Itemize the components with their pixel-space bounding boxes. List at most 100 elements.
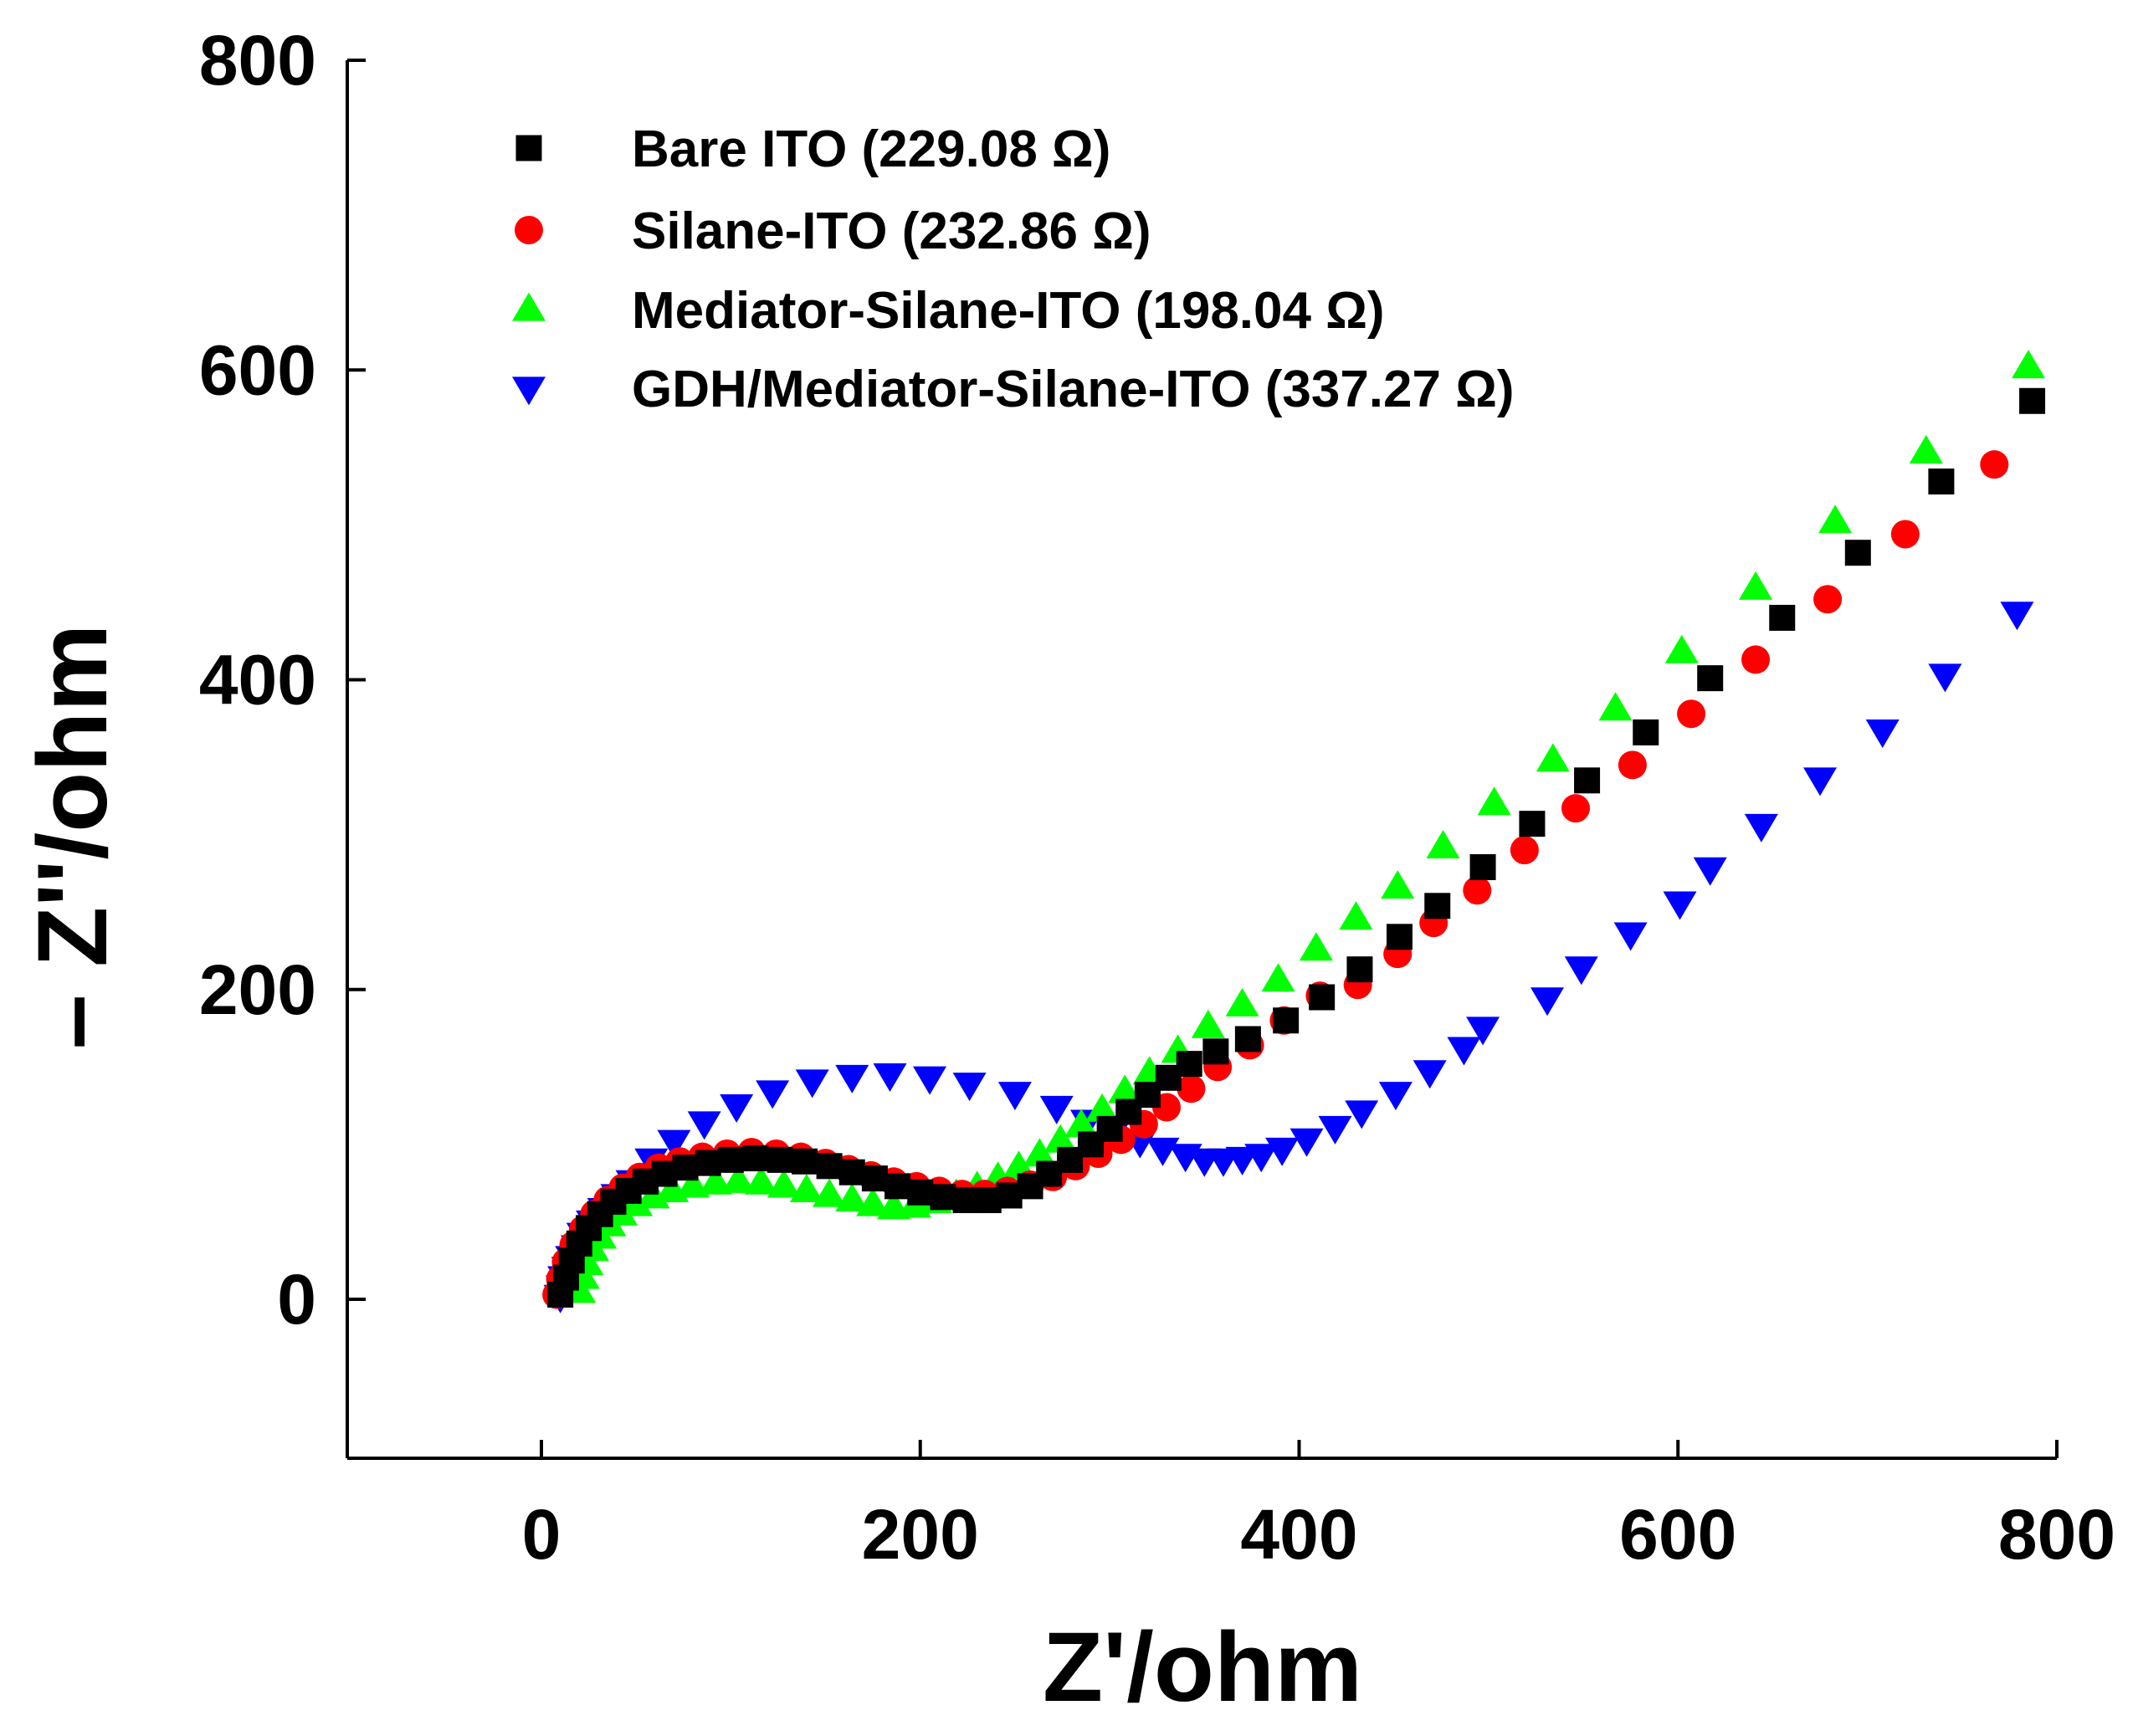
series-3-point-31	[1108, 1074, 1142, 1104]
series-3-point-15	[767, 1169, 801, 1198]
x-tick-label-400: 400	[1240, 1495, 1357, 1574]
series-3-point-45	[1739, 571, 1773, 600]
series-3-point-17	[813, 1178, 847, 1207]
series-1-point-12	[695, 1150, 721, 1176]
series-1-point-37	[1273, 1007, 1300, 1034]
series-1-point-48	[1844, 540, 1871, 566]
series-4-point-21	[952, 1073, 987, 1102]
series-1-point-22	[930, 1184, 956, 1211]
series-1-point-34	[1176, 1051, 1202, 1078]
series-4-point-39	[1447, 1037, 1481, 1066]
series-4-point-20	[913, 1066, 947, 1095]
series-4-point-37	[1378, 1082, 1413, 1111]
series-3-point-46	[1818, 504, 1853, 534]
series-4-points	[543, 602, 2034, 1314]
series-3-point-47	[1909, 434, 1943, 463]
series-4-point-42	[1564, 956, 1598, 986]
series-1-point-41	[1424, 893, 1451, 919]
y-tick-label-800: 800	[199, 21, 316, 100]
series-1-point-35	[1202, 1038, 1229, 1065]
legend-marker-2	[515, 216, 543, 244]
series-4-point-46	[1744, 813, 1778, 842]
series-3-point-29	[1064, 1109, 1099, 1138]
series-2-point-47	[1813, 585, 1843, 614]
legend-entry-3: Mediator-Silane-ITO (198.04 Ω)	[512, 282, 1385, 340]
series-2-point-45	[1677, 699, 1706, 729]
legend-entry-4: GDH/Mediator-Silane-ITO (337.27 Ω)	[512, 361, 1515, 418]
series-3-point-34	[1191, 1009, 1225, 1038]
legend-entry-1: Bare ITO (229.08 Ω)	[515, 120, 1110, 178]
series-1-point-39	[1346, 956, 1373, 983]
series-1-point-43	[1519, 811, 1546, 837]
series-1-point-40	[1386, 924, 1413, 950]
series-1-point-14	[742, 1145, 769, 1172]
y-tick-label-600: 600	[199, 330, 316, 409]
series-3-point-36	[1261, 963, 1295, 992]
x-axis-title: Z'/ohm	[1043, 1612, 1362, 1723]
series-4-point-13	[657, 1129, 691, 1159]
legend-label-2: Silane-ITO (232.86 Ω)	[632, 202, 1151, 260]
series-1-point-19	[861, 1165, 888, 1192]
series-4-point-45	[1693, 857, 1727, 886]
series-1-point-50	[2019, 387, 2046, 414]
series-1-point-45	[1633, 719, 1659, 745]
series-3-point-48	[2012, 350, 2046, 379]
series-4-point-36	[1345, 1100, 1379, 1129]
series-2-point-49	[1980, 450, 2009, 479]
series-3-point-40	[1426, 830, 1460, 859]
series-1-point-20	[884, 1173, 911, 1200]
series-1-point-17	[816, 1153, 843, 1180]
axis-ticks: 0 200 400 600 800 0 200 400 600 800	[199, 21, 2115, 1574]
series-3-point-27	[1023, 1138, 1057, 1167]
legend-entry-2: Silane-ITO (232.86 Ω)	[515, 202, 1151, 260]
series-3-point-39	[1381, 870, 1415, 899]
series-4-point-44	[1663, 891, 1697, 920]
series-4-point-40	[1466, 1017, 1500, 1046]
series-3-point-12	[699, 1165, 733, 1195]
series-4-point-38	[1413, 1060, 1447, 1089]
series-1-point-11	[672, 1155, 699, 1181]
series-4-point-14	[687, 1111, 721, 1140]
series-3-point-35	[1225, 987, 1259, 1017]
legend-label-3: Mediator-Silane-ITO (198.04 Ω)	[632, 282, 1385, 340]
series-3-point-19	[856, 1187, 890, 1216]
series-1-point-36	[1234, 1026, 1261, 1052]
series-4-point-34	[1289, 1128, 1324, 1157]
series-3-point-14	[744, 1165, 778, 1195]
x-tick-label-800: 800	[1998, 1495, 2115, 1574]
series-2-point-42	[1510, 836, 1539, 865]
y-tick-label-200: 200	[199, 950, 316, 1029]
series-4-point-16	[756, 1080, 790, 1109]
series-3-point-37	[1299, 932, 1333, 961]
series-1-point-49	[1928, 469, 1955, 495]
y-axis-title: – Z''/ohm	[18, 624, 128, 1049]
series-3-point-41	[1477, 786, 1511, 816]
series-2-point-48	[1890, 520, 1920, 549]
plot-axes	[346, 60, 2057, 1460]
series-2-point-43	[1561, 794, 1591, 823]
series-1-point-13	[717, 1146, 744, 1173]
series-2-point-46	[1741, 645, 1771, 674]
series-3-point-13	[721, 1164, 756, 1193]
x-tick-label-0: 0	[522, 1495, 561, 1574]
series-3-point-30	[1085, 1093, 1120, 1122]
series-1-point-46	[1697, 665, 1724, 692]
series-3-point-43	[1598, 692, 1633, 721]
series-4-point-15	[720, 1093, 754, 1123]
series-4-point-43	[1613, 922, 1648, 951]
series-4-point-35	[1318, 1115, 1352, 1145]
series-4-point-32	[1244, 1144, 1279, 1173]
series-4-point-48	[1865, 719, 1900, 748]
legend-marker-4	[512, 376, 546, 406]
legend-marker-1	[515, 135, 542, 161]
series-4-point-33	[1265, 1137, 1300, 1166]
series-1-point-23	[952, 1187, 979, 1214]
series-1-point-16	[792, 1148, 818, 1175]
legend: Bare ITO (229.08 Ω) Silane-ITO (232.86 Ω)…	[512, 120, 1515, 418]
series-4-point-49	[1928, 663, 1962, 693]
series-1-point-44	[1574, 767, 1601, 794]
series-3-point-18	[835, 1183, 869, 1212]
series-4-point-22	[997, 1082, 1032, 1111]
data-markers	[542, 350, 2046, 1314]
